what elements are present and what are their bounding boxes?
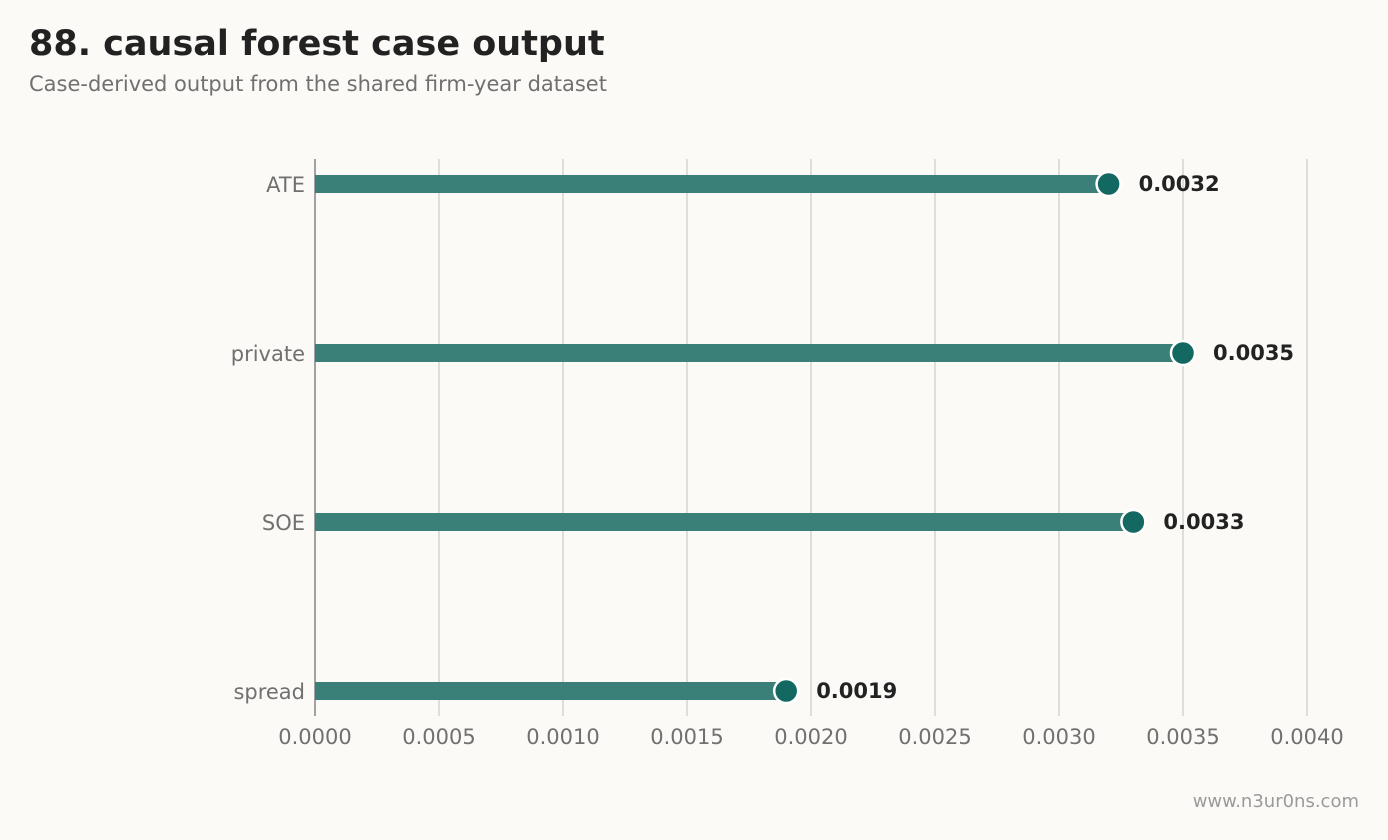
- category-label: private: [231, 342, 305, 366]
- chart-title: 88. causal forest case output: [29, 24, 605, 64]
- category-label: spread: [233, 680, 305, 704]
- chart-subtitle: Case-derived output from the shared firm…: [29, 72, 607, 96]
- x-tick-label: 0.0000: [278, 725, 351, 749]
- bar: [315, 682, 787, 700]
- x-tick-label: 0.0020: [774, 725, 847, 749]
- value-label: 0.0019: [816, 679, 897, 703]
- dot-marker: [1120, 508, 1147, 536]
- dot-marker: [1095, 170, 1122, 198]
- labels: 0.0000 0.0005 0.0010 0.0015 0.0020 0.0025 0.00…: [231, 172, 1344, 749]
- value-label: 0.0033: [1163, 510, 1244, 534]
- bar: [315, 175, 1109, 193]
- category-label: ATE: [266, 173, 305, 197]
- gridlines: [438, 159, 1308, 716]
- x-tick-label: 0.0025: [898, 725, 971, 749]
- x-tick-label: 0.0005: [402, 725, 475, 749]
- category-label: SOE: [262, 511, 305, 535]
- x-tick-label: 0.0035: [1146, 725, 1219, 749]
- x-tick-label: 0.0015: [650, 725, 723, 749]
- bar: [315, 344, 1183, 362]
- dot-marker: [1169, 339, 1197, 367]
- watermark: www.n3ur0ns.com: [1192, 791, 1359, 812]
- x-tick-label: 0.0040: [1270, 725, 1343, 749]
- data-marks: [315, 170, 1197, 705]
- dot-marker: [772, 677, 800, 705]
- bar: [315, 513, 1134, 531]
- value-label: 0.0032: [1139, 172, 1220, 196]
- value-label: 0.0035: [1213, 341, 1294, 365]
- x-tick-label: 0.0030: [1022, 725, 1095, 749]
- x-tick-label: 0.0010: [526, 725, 599, 749]
